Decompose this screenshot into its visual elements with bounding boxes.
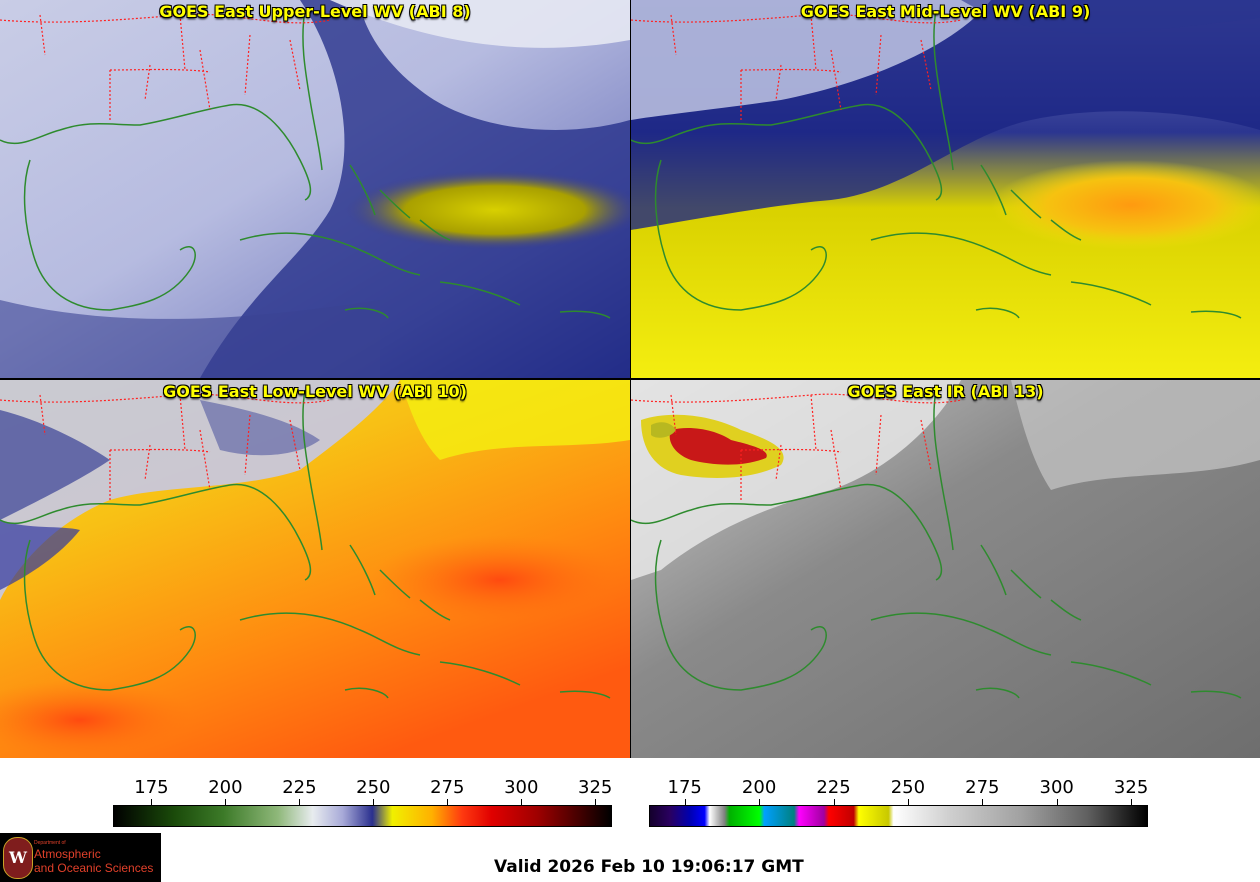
colorbar-tick	[299, 799, 301, 805]
colorbar-tick	[373, 799, 375, 805]
colorbar-tick-label: 275	[965, 777, 1000, 798]
colorbar-tick	[833, 799, 835, 805]
colorbar-tick	[521, 799, 523, 805]
low-level-wv-image	[0, 380, 630, 758]
colorbar-tick-label: 175	[667, 777, 702, 798]
colorbar-legend: 175 200 225 250 275 300 325 175 200 225 250 275 300…	[0, 758, 1260, 882]
panel-mid-level-wv: GOES East Mid-Level WV (ABI 9)	[631, 0, 1260, 378]
colorbar-tick-label: 175	[134, 777, 169, 798]
logo-dept-text: Department of	[34, 840, 66, 846]
colorbar-tick	[225, 799, 227, 805]
colorbar-tick-label: 250	[890, 777, 926, 798]
colorbar-tick-label: 225	[282, 777, 317, 798]
upper-level-wv-image	[0, 0, 630, 378]
colorbar-tick	[1131, 799, 1133, 805]
logo-line2: and Oceanic Sciences	[34, 861, 154, 875]
uw-seal-icon: W	[3, 837, 33, 879]
colorbar-tick-label: 200	[741, 777, 777, 798]
colorbar-tick-label: 300	[1039, 777, 1074, 798]
panel-ir: GOES East IR (ABI 13)	[631, 380, 1260, 758]
ir-colorbar	[649, 805, 1148, 827]
colorbar-tick	[907, 799, 909, 805]
colorbar-tick-label: 300	[504, 777, 539, 798]
logo-line1: Atmospheric	[34, 847, 101, 861]
colorbar-tick-label: 275	[430, 777, 465, 798]
panel-title: GOES East Low-Level WV (ABI 10)	[163, 382, 467, 401]
panel-low-level-wv: GOES East Low-Level WV (ABI 10)	[0, 380, 630, 758]
colorbar-tick-label: 325	[578, 777, 613, 798]
vertical-divider	[630, 0, 631, 758]
colorbar-tick-label: 325	[1113, 777, 1149, 798]
panel-title: GOES East Upper-Level WV (ABI 8)	[159, 2, 471, 21]
wv-colorbar	[113, 805, 612, 827]
colorbar-tick-label: 200	[208, 777, 243, 798]
colorbar-tick	[982, 799, 984, 805]
colorbar-tick	[447, 799, 449, 805]
colorbar-tick	[151, 799, 153, 805]
colorbar-tick-label: 250	[356, 777, 391, 798]
colorbar-tick	[759, 799, 761, 805]
mid-level-wv-image	[631, 0, 1260, 378]
colorbar-tick	[1056, 799, 1058, 805]
panel-title: GOES East IR (ABI 13)	[847, 382, 1044, 401]
colorbar-tick	[595, 799, 597, 805]
panel-title: GOES East Mid-Level WV (ABI 9)	[800, 2, 1091, 21]
colorbar-tick	[684, 799, 686, 805]
valid-time-label: Valid 2026 Feb 10 19:06:17 GMT	[494, 857, 804, 877]
panel-upper-level-wv: GOES East Upper-Level WV (ABI 8)	[0, 0, 630, 378]
colorbar-tick-label: 225	[816, 777, 851, 798]
ir-image	[631, 380, 1260, 758]
aos-logo: W Department of Atmospheric and Oceanic …	[0, 833, 161, 882]
